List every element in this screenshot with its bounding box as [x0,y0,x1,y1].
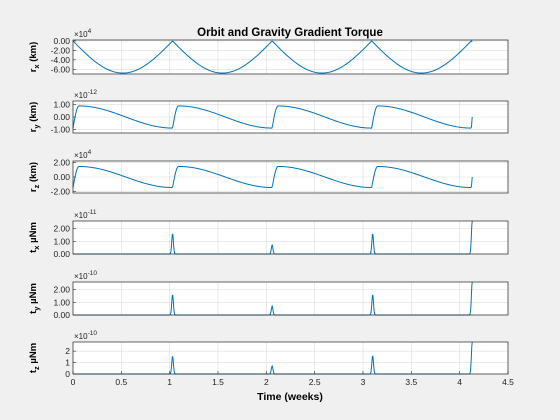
y-exponent-label: ×10-12 [74,89,97,100]
x-tick-label: 3 [361,377,366,387]
y-exponent-label: ×104 [74,149,92,160]
x-tick-label: 1 [167,377,172,387]
x-tick-labels: 0 0.5 1 1.5 2 2.5 3 3.5 4 4.5 [71,371,514,387]
axes-box-tz [72,341,509,375]
y-tick-label: 2 [65,346,70,356]
y-tick-label: 0.00 [53,36,70,46]
y-tick-label: 1.00 [53,297,70,307]
y-tick-label: 1 [65,358,70,368]
subplot-tx: 0.00 1.00 2.00 ×10-11 tx µNm [28,209,509,259]
y-exponent-label: ×10-11 [74,209,97,220]
y-tick-label: -4.00 [51,55,71,65]
x-tick-label: 1.5 [212,377,224,387]
x-tick-label: 4 [457,377,462,387]
x-tick-label: 0.5 [115,377,127,387]
y-axis-label-ty: ty µNm [28,283,41,314]
x-tick-label: 2 [264,377,269,387]
y-tick-label: 0 [65,369,70,379]
x-tick-label: 0 [71,377,76,387]
y-tick-label: 2.00 [53,224,70,234]
subplot-ty: 0.00 1.00 2.00 ×10-10 ty µNm [28,270,509,320]
y-tick-label: -2.00 [51,45,71,55]
y-axis-label-tx: tx µNm [28,222,41,253]
y-tick-label: 0.00 [53,172,70,182]
series-line-rx [72,40,473,74]
axes-box-ty [72,281,509,316]
y-tick-label: 1.00 [53,100,70,110]
y-tick-label: 0.00 [53,249,70,259]
y-axis-label-rz: rz (km) [28,162,41,192]
y-axis-label-rx: rx (km) [28,42,41,73]
y-exponent-label: ×104 [74,28,92,39]
x-tick-label: 2.5 [309,377,321,387]
x-tick-label: 3.5 [405,377,417,387]
plot-area-rx [73,40,508,74]
y-tick-label: 2.00 [53,285,70,295]
y-tick-label: -6.00 [51,64,71,74]
series-line-ry [72,105,473,129]
y-tick-label: 0.00 [53,310,70,320]
axes-box-tx [72,220,509,255]
y-tick-label: -2.00 [51,187,71,197]
plot-area-tz [73,342,508,374]
y-axis-label-ry: ry (km) [28,102,41,133]
axes-box-ry [72,100,509,134]
chart-title: Orbit and Gravity Gradient Torque [197,27,383,39]
subplot-tz: 01 2 ×10-10 tz µNm [28,330,509,379]
series-line-rz [72,165,473,189]
y-tick-label: -1.00 [51,124,71,134]
y-tick-label: 0.00 [53,112,70,122]
y-axis-label-tz: tz µNm [28,343,41,373]
y-exponent-label: ×10-10 [74,270,97,281]
subplot-rz: 2.00 0.00 -2.00 ×104 rz (km) [28,149,509,197]
plot-area-tx [73,221,508,254]
axes-box-rx [72,39,509,75]
y-tick-label: 2.00 [53,157,70,167]
plot-area-ty [73,282,508,315]
axes-box-rz [72,160,509,194]
x-axis-label: Time (weeks) [257,391,323,403]
x-tick-label: 4.5 [502,377,514,387]
subplot-ry: 1.00 0.00 -1.00 ×10-12 ry (km) [28,89,509,134]
y-tick-label: 1.00 [53,236,70,246]
y-exponent-label: ×10-10 [74,330,97,341]
subplot-rx: 0.00-2.00-4.00-6.00 ×104 rx (km) [28,28,509,75]
